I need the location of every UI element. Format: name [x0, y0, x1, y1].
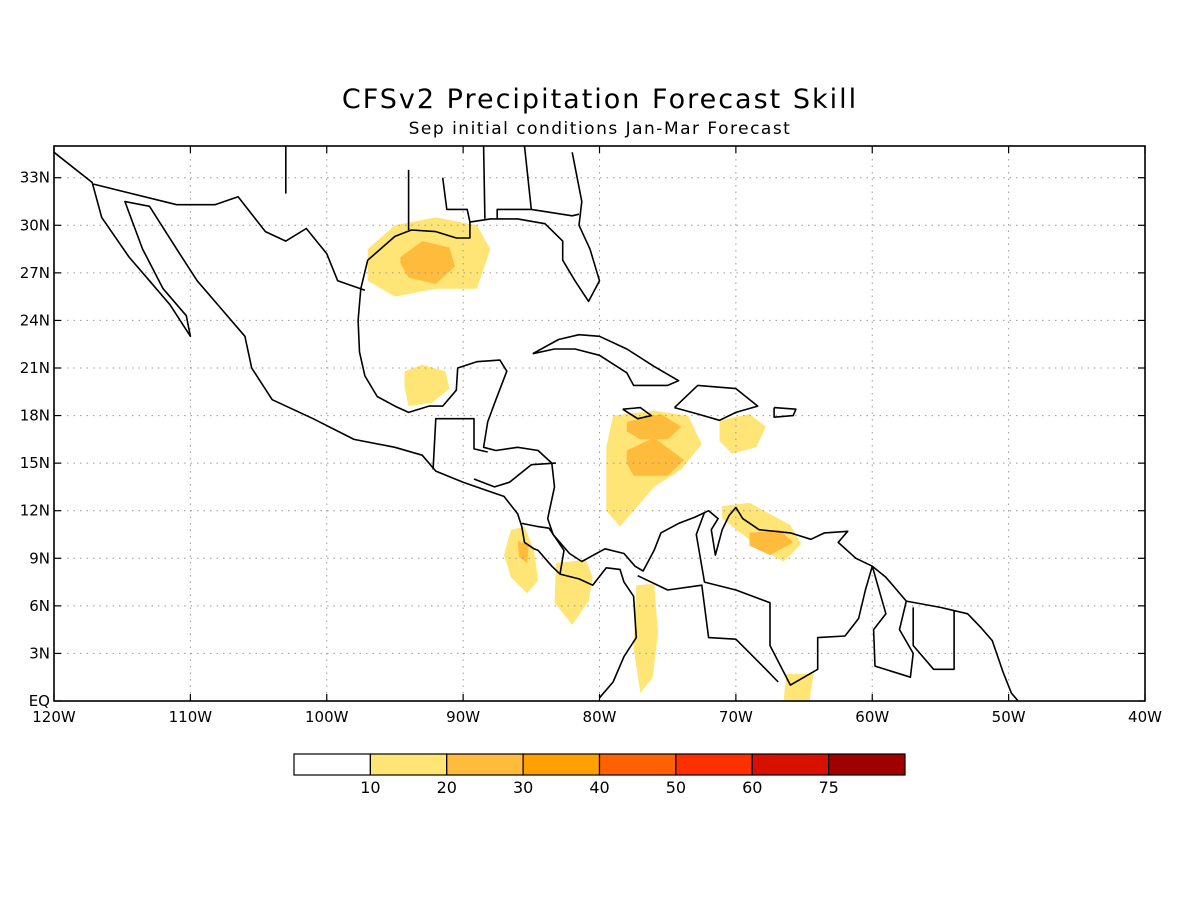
colorbar-segment — [446, 753, 524, 776]
lat-label: 9N — [29, 549, 50, 567]
skill-region-east-caribbean — [719, 414, 766, 454]
colorbar-label: 75 — [818, 778, 838, 797]
skill-region-panama-south — [554, 559, 593, 625]
colorbar-segment — [293, 753, 371, 776]
border-us-states-3 — [441, 177, 471, 223]
border-venezuela — [695, 512, 874, 686]
skill-region-panama-west — [504, 526, 539, 594]
lat-label: 3N — [29, 644, 50, 662]
skill-region-amazon-north — [783, 674, 814, 701]
page-title: CFSv2 Precipitation Forecast Skill — [341, 84, 859, 115]
lat-label: 30N — [20, 216, 50, 234]
gridlines — [54, 146, 1145, 701]
lon-label: 40W — [1128, 708, 1162, 726]
coast-gulf-mexico — [357, 152, 1019, 701]
border-us-mexico — [93, 183, 366, 292]
skill-region-colombia-pacific — [633, 583, 659, 694]
border-us-states-4 — [482, 146, 486, 219]
colorbar-label: 60 — [742, 778, 762, 797]
colorbar-segment — [598, 753, 677, 776]
map-frame — [53, 145, 1146, 702]
skill-region-venezuela-coast-core — [749, 529, 794, 556]
skill-region-central-caribbean-core-a — [626, 414, 682, 440]
skill-region-panama-west-core — [517, 540, 529, 563]
map-plot-area — [54, 146, 1145, 701]
lat-label: 15N — [20, 454, 50, 472]
lon-label: 100W — [305, 708, 349, 726]
axis-ticks: EQ 3N 6N 9N 12N 15N 18N 21N 24N 27N 30N 33N 120W 110W… — [20, 146, 1162, 726]
lon-label: 50W — [992, 708, 1026, 726]
border-us-states-6 — [531, 208, 580, 217]
skill-shading-layer — [367, 217, 814, 701]
colorbar-label: 40 — [589, 778, 609, 797]
colorbar-segment — [522, 753, 601, 776]
border-honduras — [473, 462, 556, 488]
colorbar-segment — [675, 753, 753, 776]
lat-label: 33N — [20, 169, 50, 187]
lat-label: 24N — [20, 311, 50, 329]
border-suriname — [912, 607, 955, 671]
border-guatemala — [432, 417, 488, 470]
colorbar-label: 10 — [360, 778, 380, 797]
skill-region-gulf-south — [404, 364, 450, 407]
lat-label: EQ — [29, 692, 50, 710]
coast-pacific-mexico — [54, 151, 638, 699]
colorbar: 10 20 30 40 50 60 75 — [293, 753, 906, 797]
coastline-layer — [54, 146, 1019, 701]
lon-label: 80W — [583, 708, 617, 726]
border-costa-rica — [521, 522, 565, 575]
lat-label: 27N — [20, 264, 50, 282]
colorbar-segment — [828, 753, 906, 776]
lat-label: 6N — [29, 597, 50, 615]
coast-cuba — [532, 333, 680, 387]
lon-label: 120W — [32, 708, 76, 726]
colorbar-label: 20 — [437, 778, 457, 797]
skill-region-central-caribbean-core-b — [626, 437, 685, 476]
border-colombia — [637, 574, 779, 683]
page-subtitle: Sep initial conditions Jan-Mar Forecast — [408, 119, 792, 139]
border-us-states-5 — [496, 146, 533, 219]
lon-label: 90W — [446, 708, 480, 726]
skill-region-gulf-north-core — [400, 241, 455, 284]
coast-puerto-rico — [773, 406, 797, 418]
lon-label: 110W — [169, 708, 213, 726]
coast-jamaica — [622, 406, 653, 420]
border-guyana — [871, 565, 914, 678]
colorbar-label: 30 — [513, 778, 533, 797]
lat-label: 18N — [20, 407, 50, 425]
lat-label: 12N — [20, 502, 50, 520]
lon-label: 70W — [719, 708, 753, 726]
colorbar-segment — [751, 753, 830, 776]
colorbar-label: 50 — [666, 778, 686, 797]
lon-label: 60W — [855, 708, 889, 726]
colorbar-segment — [369, 753, 448, 776]
lat-label: 21N — [20, 359, 50, 377]
coast-hispaniola — [673, 384, 759, 422]
